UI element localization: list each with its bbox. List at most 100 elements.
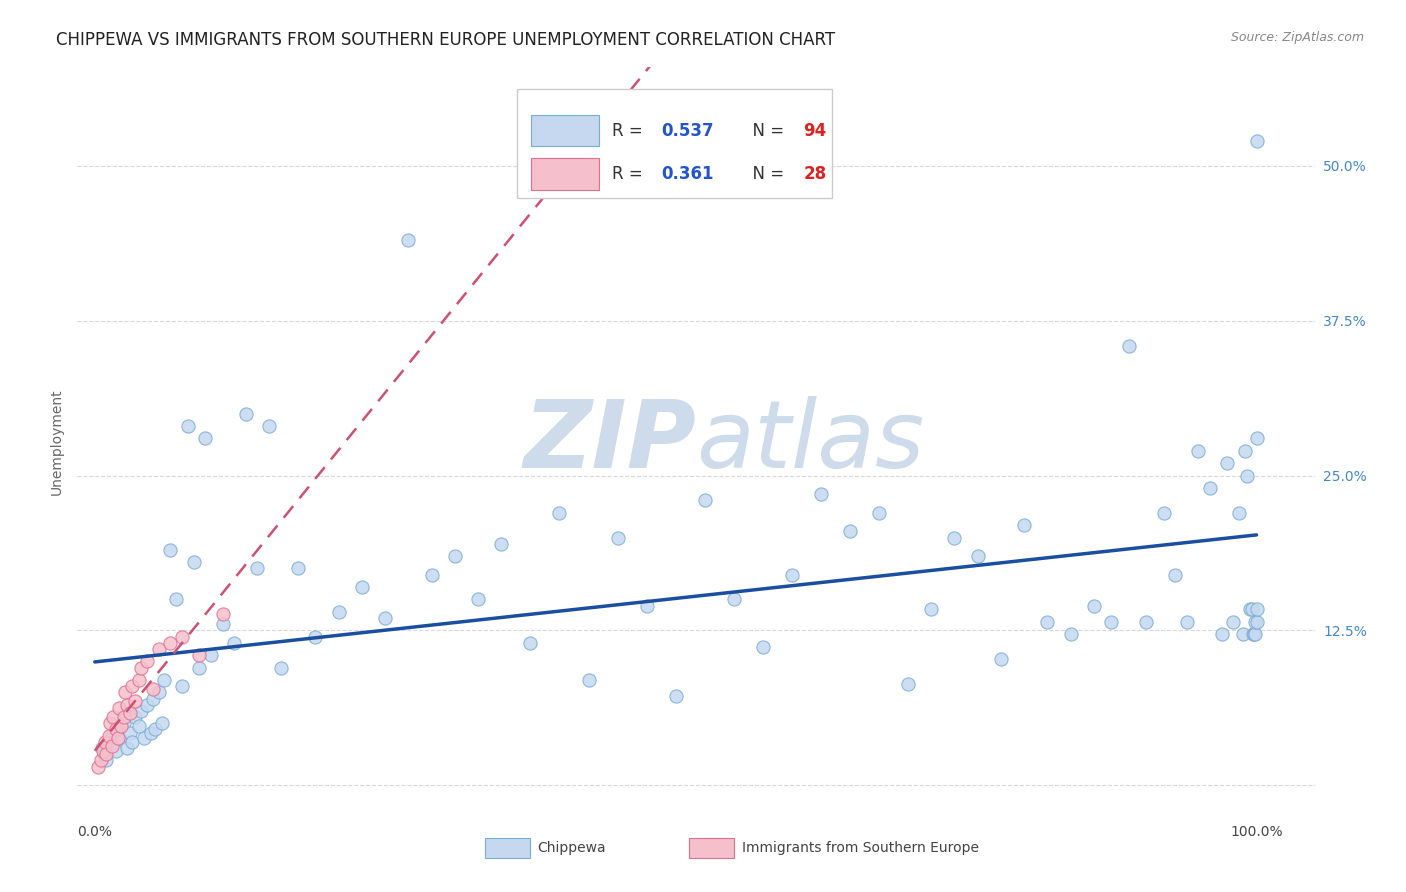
Point: [224, 636, 246, 650]
Point: [211, 607, 233, 622]
Point: [1199, 481, 1222, 495]
Point: [1246, 602, 1268, 616]
FancyBboxPatch shape: [531, 115, 599, 146]
Point: [1118, 338, 1140, 352]
Point: [1187, 443, 1209, 458]
Point: [665, 689, 688, 703]
Text: ZIP: ZIP: [523, 395, 696, 488]
Point: [1153, 506, 1175, 520]
Point: [129, 704, 152, 718]
Point: [1211, 627, 1233, 641]
Point: [350, 580, 373, 594]
Point: [121, 735, 143, 749]
Point: [165, 592, 187, 607]
Point: [148, 685, 170, 699]
Point: [838, 524, 860, 539]
Point: [188, 660, 211, 674]
Point: [97, 735, 120, 749]
Point: [129, 660, 152, 674]
Point: [142, 691, 165, 706]
Point: [159, 542, 181, 557]
Point: [139, 726, 162, 740]
Point: [194, 432, 217, 446]
Y-axis label: Unemployment: Unemployment: [51, 388, 65, 495]
Point: [943, 531, 966, 545]
Text: atlas: atlas: [696, 396, 924, 487]
Point: [868, 506, 890, 520]
Point: [107, 723, 129, 737]
Point: [117, 698, 139, 712]
Point: [1241, 627, 1264, 641]
Point: [101, 739, 124, 753]
Text: Immigrants from Southern Europe: Immigrants from Southern Europe: [742, 841, 980, 855]
Point: [235, 407, 257, 421]
Point: [752, 640, 775, 654]
Point: [104, 723, 127, 737]
Point: [128, 673, 150, 687]
Point: [121, 679, 143, 693]
Point: [1239, 602, 1261, 616]
Point: [110, 719, 132, 733]
Point: [1227, 506, 1250, 520]
Point: [94, 735, 117, 749]
Point: [107, 731, 129, 746]
Point: [118, 706, 141, 721]
Point: [990, 652, 1012, 666]
Point: [1244, 627, 1267, 641]
Point: [920, 602, 942, 616]
Point: [103, 710, 125, 724]
Point: [1059, 627, 1081, 641]
Point: [93, 747, 115, 762]
Text: Source: ZipAtlas.com: Source: ZipAtlas.com: [1230, 31, 1364, 45]
Point: [128, 719, 150, 733]
Text: N =: N =: [742, 121, 789, 140]
Point: [108, 701, 131, 715]
Point: [136, 654, 159, 668]
Point: [1232, 627, 1254, 641]
Point: [897, 676, 920, 690]
Point: [101, 729, 124, 743]
Point: [132, 731, 155, 746]
Point: [723, 592, 745, 607]
Point: [159, 636, 181, 650]
Text: R =: R =: [612, 165, 648, 183]
Point: [114, 685, 136, 699]
Point: [124, 710, 146, 724]
Point: [112, 710, 135, 724]
Point: [176, 419, 198, 434]
Point: [170, 679, 193, 693]
Point: [444, 549, 467, 563]
Point: [578, 673, 600, 687]
Point: [467, 592, 489, 607]
Text: 28: 28: [804, 165, 827, 183]
Point: [270, 660, 292, 674]
Point: [287, 561, 309, 575]
Point: [142, 681, 165, 696]
Text: 0.361: 0.361: [661, 165, 714, 183]
Point: [112, 716, 135, 731]
Point: [1236, 468, 1258, 483]
Point: [1164, 567, 1187, 582]
Point: [1244, 615, 1267, 629]
Point: [110, 731, 132, 746]
Point: [104, 743, 127, 757]
Point: [519, 636, 541, 650]
Point: [1036, 615, 1059, 629]
Point: [257, 419, 280, 434]
Point: [183, 555, 205, 569]
Point: [1135, 615, 1157, 629]
Point: [1240, 602, 1263, 616]
Point: [1246, 134, 1268, 148]
Point: [491, 537, 513, 551]
Point: [90, 741, 112, 756]
Text: 94: 94: [804, 121, 827, 140]
Point: [396, 233, 419, 247]
Point: [1012, 518, 1035, 533]
Point: [136, 698, 159, 712]
Point: [91, 743, 114, 757]
Point: [148, 642, 170, 657]
Point: [1083, 599, 1105, 613]
Point: [211, 617, 233, 632]
Point: [606, 531, 628, 545]
FancyBboxPatch shape: [516, 89, 832, 198]
